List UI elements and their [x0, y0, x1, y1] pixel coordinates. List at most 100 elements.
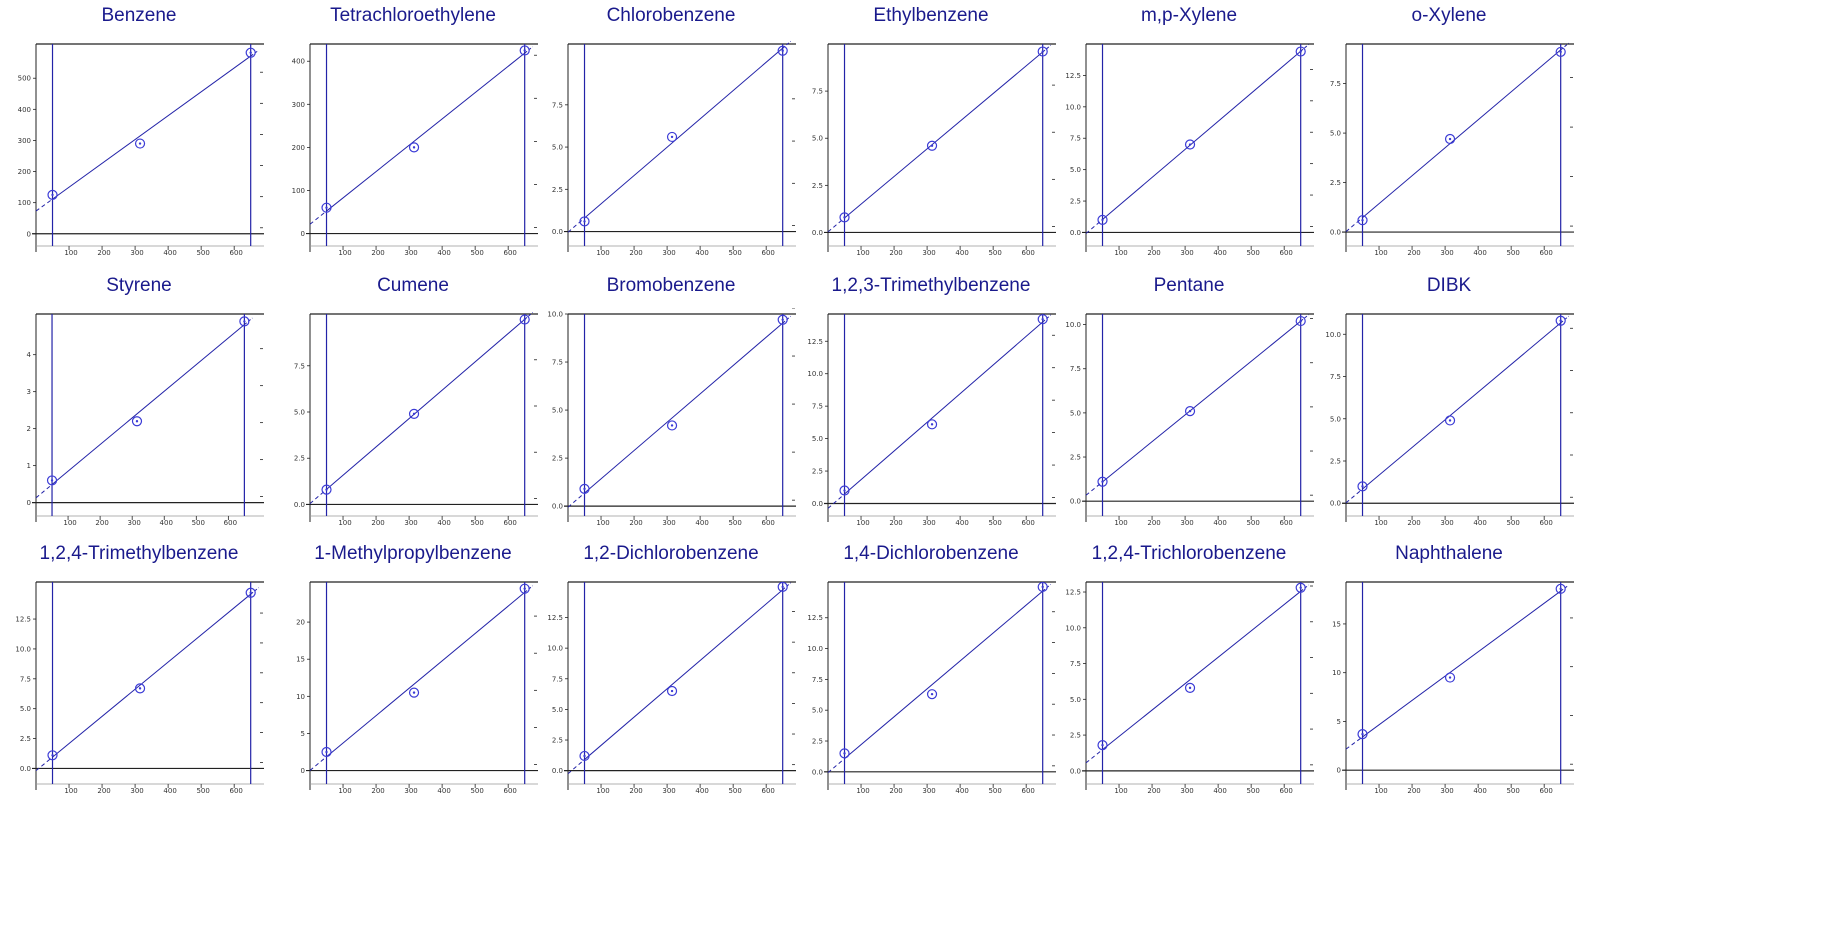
chart-title: Cumene	[377, 275, 449, 296]
x-tick-label: 200	[629, 249, 642, 257]
data-point	[46, 475, 58, 486]
x-tick-label: 300	[922, 519, 935, 527]
fit-line	[844, 590, 1044, 760]
x-tick-label: 500	[728, 249, 741, 257]
fit-line-extrapolation	[35, 484, 53, 499]
calibration-chart: 0 5 10 15 100 200 300 400 500 600	[1332, 581, 1574, 795]
data-point-center	[670, 424, 674, 427]
x-tick-label: 400	[1473, 787, 1486, 795]
x-tick-label: 400	[163, 787, 176, 795]
fit-line-extrapolation	[827, 758, 845, 773]
x-tick-label: 300	[404, 787, 417, 795]
y-tick-label: 0.0	[1070, 767, 1081, 775]
data-point	[1097, 739, 1108, 751]
x-tick-label: 200	[1407, 787, 1420, 795]
y-tick-label: 0.0	[1330, 500, 1341, 508]
chart-title: 1,4-Dichlorobenzene	[843, 543, 1019, 564]
data-point	[519, 45, 530, 56]
x-tick-label: 400	[695, 249, 708, 257]
y-tick-label: 12.5	[547, 614, 563, 622]
x-tick-label: 400	[160, 519, 173, 527]
data-point	[579, 483, 590, 494]
x-tick-label: 300	[662, 519, 675, 527]
fit-line	[844, 321, 1044, 495]
x-tick-label: 100	[1374, 249, 1387, 257]
y-tick-label: 12.5	[1065, 72, 1081, 80]
data-point-center	[843, 489, 846, 492]
x-tick-label: 200	[889, 519, 902, 527]
fit-line-extrapolation	[1560, 584, 1569, 592]
data-point	[1097, 476, 1108, 487]
y-tick-label: 2.5	[1330, 458, 1341, 466]
chart-cell: 1,2,4-Trichlorobenzene 0.0 2.5 5.0 7.5 10.0 12…	[1058, 538, 1320, 803]
y-tick-label: 2.5	[552, 186, 563, 194]
data-point	[408, 687, 420, 698]
x-tick-label: 200	[629, 787, 642, 795]
y-tick-label: 5.0	[1070, 166, 1081, 174]
y-tick-label: 10.0	[807, 370, 823, 378]
x-tick-label: 200	[97, 249, 110, 257]
y-tick-label: 15	[1332, 620, 1341, 628]
x-tick-label: 300	[1180, 787, 1193, 795]
y-tick-label: 7.5	[1070, 135, 1081, 143]
data-point-center	[1101, 743, 1104, 747]
x-tick-label: 100	[1114, 519, 1127, 527]
x-tick-label: 200	[1147, 787, 1160, 795]
data-point	[321, 202, 332, 213]
x-tick-label: 400	[695, 787, 708, 795]
data-point	[1295, 582, 1306, 593]
y-tick-label: 5.0	[552, 706, 563, 714]
chart-title: 1,2-Dichlorobenzene	[583, 543, 759, 564]
y-tick-label: 1	[27, 462, 31, 470]
x-tick-label: 500	[196, 787, 209, 795]
data-point	[1184, 406, 1196, 417]
x-tick-label: 400	[437, 787, 450, 795]
y-tick-label: 10.0	[547, 311, 563, 319]
calibration-chart: 0.0 2.5 5.0 7.5 10.0 12.5 100 200 300 400 500 600	[15, 581, 264, 795]
data-point-center	[51, 193, 54, 197]
x-tick-label: 600	[1021, 519, 1034, 527]
x-tick-label: 400	[1213, 787, 1226, 795]
chart-title: Tetrachloroethylene	[330, 5, 496, 26]
chart-cell: Styrene 0 1 2 3 4 100 200 300 400 500 600	[8, 270, 270, 535]
y-tick-label: 2.5	[812, 182, 823, 190]
calibration-chart: 0.0 2.5 5.0 7.5 10.0 100 200 300 400 500 600	[547, 308, 796, 527]
chart-title: Ethylbenzene	[873, 5, 989, 26]
fit-line-extrapolation	[250, 49, 259, 57]
x-tick-label: 200	[371, 249, 384, 257]
data-point	[1097, 214, 1108, 225]
data-point-center	[1299, 586, 1302, 589]
x-tick-label: 500	[192, 519, 205, 527]
fit-line-extrapolation	[1085, 219, 1103, 234]
y-tick-label: 7.5	[812, 403, 823, 411]
data-point-center	[583, 754, 586, 758]
x-tick-label: 600	[1539, 787, 1552, 795]
y-tick-label: 10.0	[1325, 331, 1341, 339]
chart-cell: o-Xylene 0.0 2.5 5.0 7.5 100 200 300 400 500 600	[1318, 0, 1580, 265]
chart-title: Benzene	[101, 5, 177, 26]
x-tick-label: 600	[229, 787, 242, 795]
x-tick-label: 100	[64, 249, 77, 257]
data-point	[1444, 672, 1456, 683]
data-point-center	[523, 587, 526, 590]
data-point-center	[1041, 50, 1044, 53]
x-tick-label: 500	[196, 249, 209, 257]
data-point	[245, 47, 256, 58]
fit-line-extrapolation	[567, 759, 585, 775]
fit-line	[1362, 590, 1561, 738]
y-tick-label: 2.5	[1070, 454, 1081, 462]
x-tick-label: 600	[1021, 787, 1034, 795]
data-point-center	[50, 479, 54, 482]
fit-line-extrapolation	[827, 493, 845, 509]
data-point	[1037, 46, 1048, 57]
y-tick-label: 7.5	[552, 675, 563, 683]
y-tick-label: 0.0	[1330, 229, 1341, 237]
data-point	[321, 484, 332, 495]
chart-title: Bromobenzene	[606, 275, 736, 296]
data-point-center	[523, 318, 526, 321]
calibration-chart: 0.0 2.5 5.0 7.5 100 200 300 400 500 600	[552, 40, 796, 257]
y-tick-label: 7.5	[1330, 80, 1341, 88]
x-tick-label: 300	[1180, 249, 1193, 257]
calibration-chart: 0.0 2.5 5.0 7.5 10.0 12.5 100 200 300 400 500 600	[547, 581, 796, 795]
data-point-center	[412, 412, 416, 416]
